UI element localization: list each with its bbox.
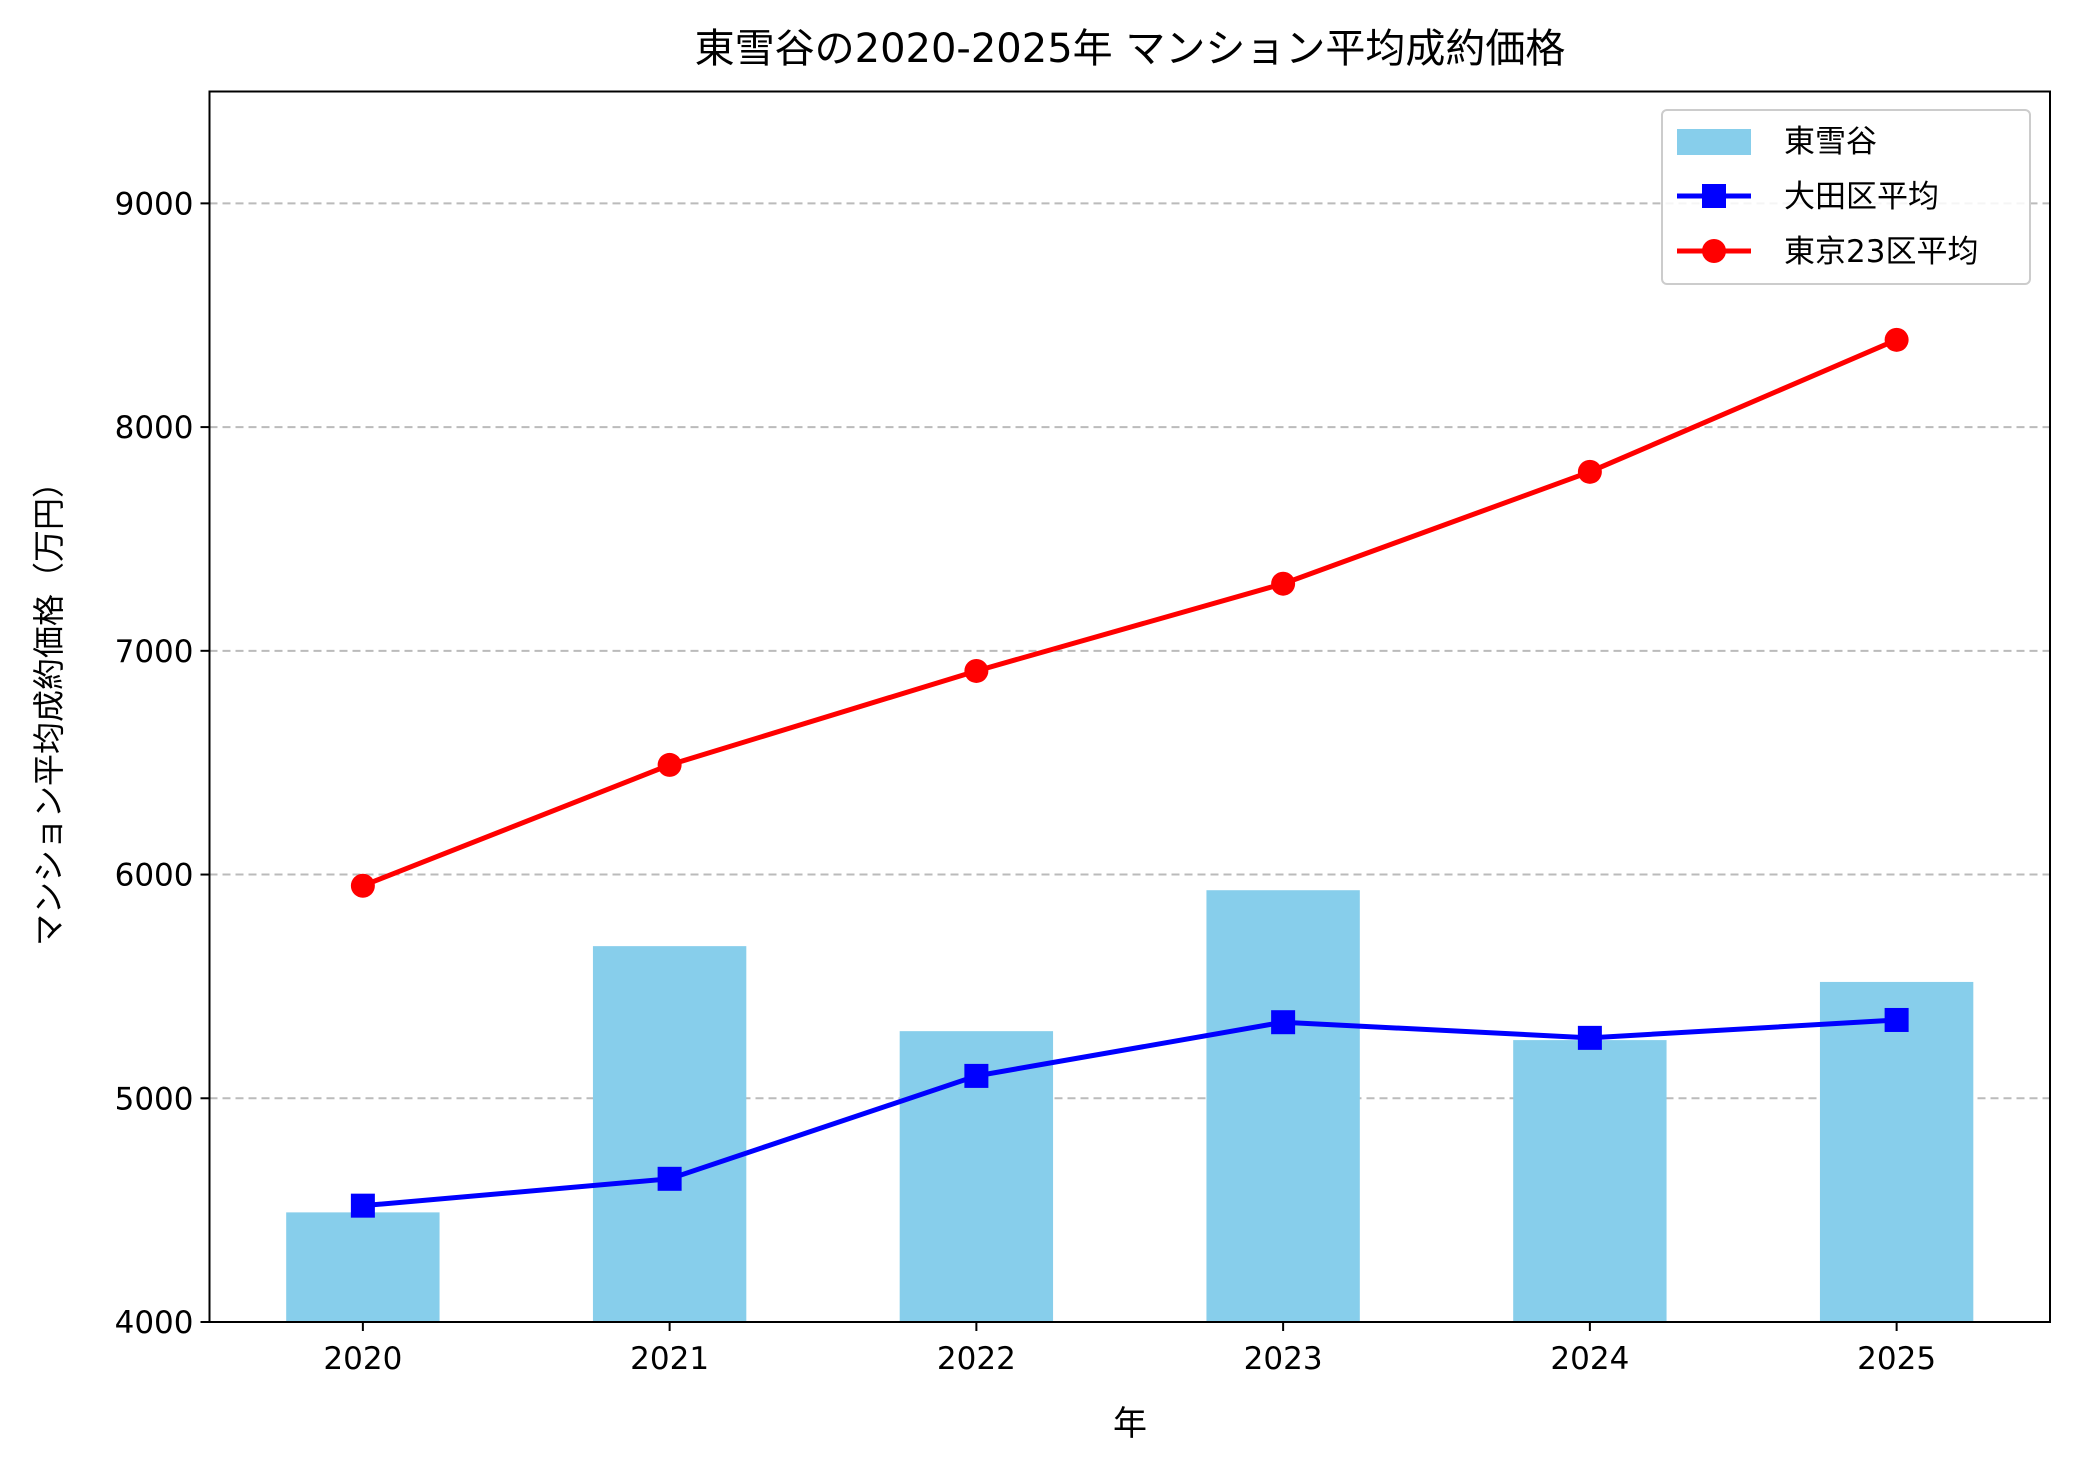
x-tick-label: 2024: [1550, 1341, 1629, 1377]
square-marker-2022: [964, 1063, 989, 1088]
y-tick-label: 5000: [115, 1081, 194, 1117]
y-tick-label: 7000: [115, 634, 194, 670]
square-marker-2021: [657, 1166, 682, 1191]
circle-marker-2020: [350, 873, 375, 898]
legend-swatch-bar: [1677, 129, 1751, 155]
x-tick-label: 2025: [1857, 1341, 1936, 1377]
legend-square-marker: [1702, 184, 1726, 208]
square-marker-2024: [1577, 1025, 1602, 1050]
circle-marker-2024: [1577, 459, 1602, 484]
x-tick-label: 2022: [937, 1341, 1016, 1377]
legend-circle-marker: [1702, 239, 1726, 263]
circle-marker-2023: [1271, 571, 1296, 596]
bar-2020: [286, 1212, 440, 1322]
y-axis-label: マンション平均成約価格（万円）: [30, 466, 68, 946]
legend-label-1: 大田区平均: [1784, 179, 1939, 215]
legend-box: [1661, 109, 2031, 285]
chart-title: 東雪谷の2020-2025年 マンション平均成約価格: [695, 26, 1566, 72]
x-tick-label: 2020: [323, 1341, 402, 1377]
y-tick-label: 6000: [115, 858, 194, 894]
square-marker-2020: [350, 1193, 375, 1218]
x-axis-label: 年: [1113, 1404, 1147, 1444]
bar-2021: [592, 946, 747, 1322]
circle-marker-2022: [964, 658, 989, 683]
bar-2024: [1513, 1040, 1667, 1322]
legend-label-2: 東京23区平均: [1784, 234, 1978, 270]
bar-2025: [1819, 981, 1974, 1322]
circle-marker-2021: [657, 752, 682, 777]
bar-2023: [1206, 890, 1360, 1322]
circle-marker-2025: [1884, 327, 1909, 352]
x-tick-label: 2021: [630, 1341, 709, 1377]
plot-frame: [208, 90, 2051, 1323]
square-marker-2023: [1271, 1010, 1296, 1035]
legend-label-0: 東雪谷: [1784, 124, 1877, 160]
series-line-1: [362, 1017, 1897, 1209]
x-tick-label: 2023: [1244, 1341, 1323, 1377]
y-tick-label: 8000: [115, 410, 194, 446]
y-tick-label: 9000: [115, 186, 194, 222]
legend: 東雪谷 大田区平均 東京23区平均: [1661, 109, 2031, 285]
square-marker-2025: [1884, 1007, 1909, 1032]
series-line-2: [361, 337, 1898, 889]
y-tick-label: 4000: [115, 1305, 194, 1341]
